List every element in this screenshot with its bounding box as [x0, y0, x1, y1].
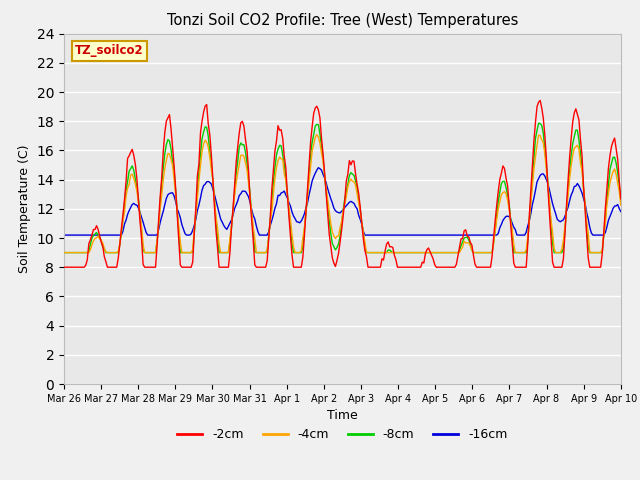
X-axis label: Time: Time [327, 409, 358, 422]
Y-axis label: Soil Temperature (C): Soil Temperature (C) [18, 144, 31, 273]
Title: Tonzi Soil CO2 Profile: Tree (West) Temperatures: Tonzi Soil CO2 Profile: Tree (West) Temp… [166, 13, 518, 28]
Legend: -2cm, -4cm, -8cm, -16cm: -2cm, -4cm, -8cm, -16cm [172, 423, 513, 446]
Text: TZ_soilco2: TZ_soilco2 [75, 44, 144, 57]
